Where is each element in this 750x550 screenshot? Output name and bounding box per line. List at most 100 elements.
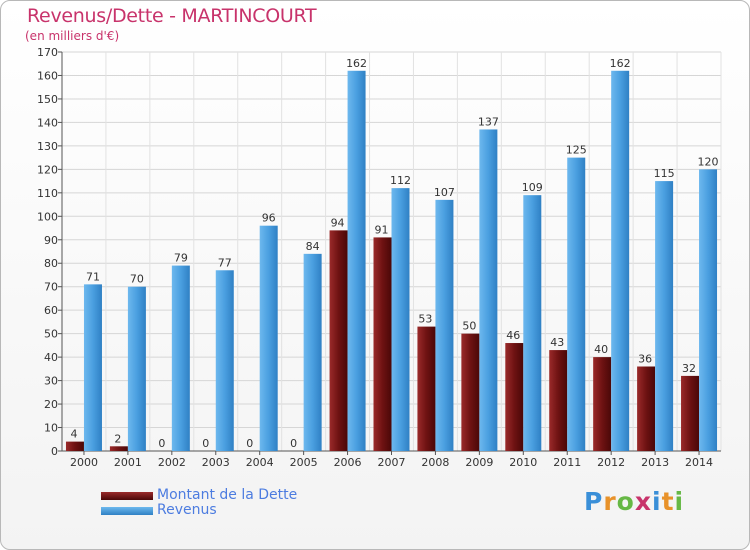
data-label-dette: 43 bbox=[550, 336, 564, 349]
data-label-dette: 36 bbox=[638, 353, 652, 366]
data-label-revenus: 162 bbox=[346, 57, 367, 70]
bar-dette bbox=[373, 237, 392, 451]
y-tick-label: 40 bbox=[44, 351, 58, 364]
y-tick-label: 130 bbox=[37, 140, 58, 153]
y-tick-label: 20 bbox=[44, 398, 58, 411]
bars bbox=[65, 70, 718, 452]
data-label-revenus: 137 bbox=[478, 115, 499, 128]
data-label-dette: 40 bbox=[594, 343, 608, 356]
x-tick-label: 2003 bbox=[202, 456, 230, 469]
x-tick-label: 2000 bbox=[70, 456, 98, 469]
y-tick-label: 170 bbox=[37, 46, 58, 59]
bar-dette bbox=[637, 366, 656, 451]
y-tick-label: 160 bbox=[37, 69, 58, 82]
bar-dette bbox=[593, 357, 612, 451]
data-label-dette: 0 bbox=[290, 437, 297, 450]
x-tick-label: 2007 bbox=[378, 456, 406, 469]
bar-revenus bbox=[215, 270, 234, 451]
logo-letter: x bbox=[634, 487, 652, 516]
legend-swatch-revenus bbox=[101, 507, 153, 515]
data-label-dette: 91 bbox=[375, 223, 389, 236]
axes: 0102030405060708090100110120130140150160… bbox=[37, 46, 721, 469]
logo-letter: i bbox=[674, 487, 685, 516]
y-tick-label: 60 bbox=[44, 304, 58, 317]
x-tick-label: 2012 bbox=[597, 456, 625, 469]
legend-swatch-dette bbox=[101, 492, 153, 500]
data-label-dette: 50 bbox=[462, 320, 476, 333]
data-label-dette: 0 bbox=[246, 437, 253, 450]
data-label-revenus: 109 bbox=[522, 181, 543, 194]
y-tick-label: 0 bbox=[51, 445, 58, 458]
data-label-revenus: 96 bbox=[262, 212, 276, 225]
bar-revenus bbox=[435, 199, 454, 451]
data-label-revenus: 77 bbox=[218, 256, 232, 269]
data-label-revenus: 125 bbox=[566, 144, 587, 157]
bar-revenus bbox=[391, 188, 410, 452]
bar-revenus bbox=[611, 70, 630, 451]
bar-dette bbox=[329, 230, 348, 451]
chart-title: Revenus/Dette - MARTINCOURT bbox=[27, 5, 317, 27]
data-label-revenus: 112 bbox=[390, 174, 411, 187]
bar-revenus bbox=[479, 129, 498, 451]
bar-revenus bbox=[83, 284, 102, 451]
bar-revenus bbox=[655, 181, 674, 451]
x-tick-label: 2001 bbox=[114, 456, 142, 469]
bar-revenus bbox=[259, 225, 278, 451]
data-labels: 4 71 2 70 0 79 0 77 0 96 0 84 94 162 91 112 53 107 50 137 46… bbox=[70, 57, 718, 450]
data-label-revenus: 84 bbox=[306, 240, 320, 253]
bar-dette bbox=[417, 326, 436, 451]
data-label-dette: 32 bbox=[682, 362, 696, 375]
x-tick-label: 2013 bbox=[641, 456, 669, 469]
bar-dette bbox=[461, 333, 480, 451]
bar-revenus bbox=[303, 253, 322, 451]
data-label-revenus: 162 bbox=[610, 57, 631, 70]
bar-dette bbox=[549, 350, 568, 451]
bar-dette bbox=[65, 441, 84, 451]
bar-revenus bbox=[523, 195, 542, 451]
y-tick-label: 150 bbox=[37, 93, 58, 106]
x-tick-label: 2010 bbox=[509, 456, 537, 469]
logo-letter: r bbox=[603, 487, 617, 516]
bar-revenus bbox=[347, 70, 366, 451]
data-label-dette: 53 bbox=[418, 313, 432, 326]
data-label-dette: 0 bbox=[202, 437, 209, 450]
x-tick-label: 2009 bbox=[465, 456, 493, 469]
y-tick-label: 100 bbox=[37, 210, 58, 223]
y-tick-label: 10 bbox=[44, 422, 58, 435]
x-tick-label: 2002 bbox=[158, 456, 186, 469]
data-label-dette: 46 bbox=[506, 329, 520, 342]
x-tick-label: 2008 bbox=[421, 456, 449, 469]
y-tick-label: 50 bbox=[44, 328, 58, 341]
data-label-revenus: 71 bbox=[86, 270, 100, 283]
x-tick-label: 2014 bbox=[685, 456, 713, 469]
x-tick-label: 2006 bbox=[334, 456, 362, 469]
bar-dette bbox=[505, 343, 524, 451]
bar-revenus bbox=[127, 286, 146, 451]
logo-letter: t bbox=[661, 487, 675, 516]
y-tick-label: 80 bbox=[44, 257, 58, 270]
data-label-revenus: 70 bbox=[130, 273, 144, 286]
x-tick-label: 2004 bbox=[246, 456, 274, 469]
x-tick-label: 2005 bbox=[290, 456, 318, 469]
y-tick-label: 120 bbox=[37, 163, 58, 176]
y-tick-label: 110 bbox=[37, 187, 58, 200]
data-label-dette: 94 bbox=[331, 216, 345, 229]
legend-label-dette: Montant de la Dette bbox=[157, 487, 298, 503]
bar-revenus bbox=[171, 265, 190, 451]
data-label-revenus: 120 bbox=[698, 155, 719, 168]
logo-letter: i bbox=[652, 487, 662, 516]
data-label-dette: 2 bbox=[114, 432, 121, 445]
y-tick-label: 70 bbox=[44, 281, 58, 294]
y-tick-label: 140 bbox=[37, 116, 58, 129]
data-label-revenus: 79 bbox=[174, 252, 188, 265]
data-label-dette: 4 bbox=[70, 428, 77, 441]
data-label-dette: 0 bbox=[158, 437, 165, 450]
y-tick-label: 30 bbox=[44, 375, 58, 388]
legend-label-revenus: Revenus bbox=[157, 502, 217, 518]
data-label-revenus: 107 bbox=[434, 186, 455, 199]
x-tick-label: 2011 bbox=[553, 456, 581, 469]
chart-subtitle: (en milliers d'€) bbox=[25, 29, 120, 43]
bar-dette bbox=[109, 446, 128, 451]
